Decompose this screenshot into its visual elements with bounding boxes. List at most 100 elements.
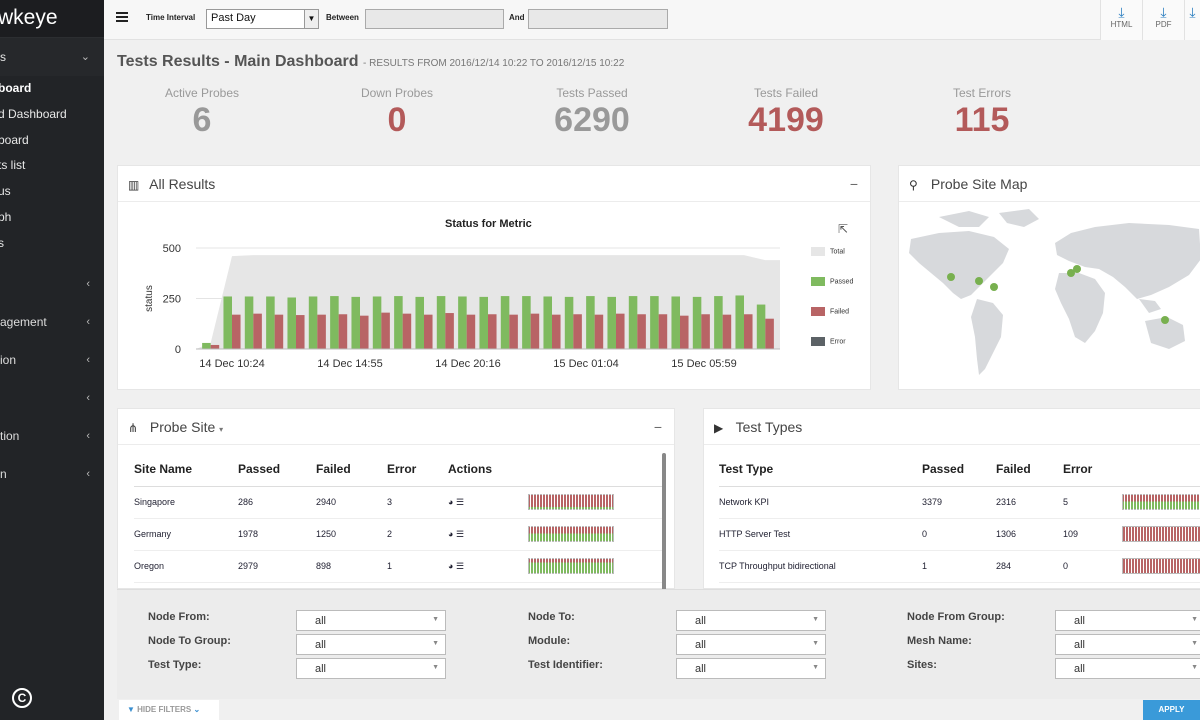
sidebar-item-results-list[interactable]: ts list: [0, 158, 26, 173]
filter-label-module: Module:: [528, 635, 571, 647]
table-row[interactable]: Network KPI 3379 2316 5: [719, 486, 1200, 519]
test-identifier-select[interactable]: all ▼: [676, 658, 826, 679]
column-header-failed[interactable]: Failed: [996, 452, 1063, 487]
sidebar-item-dashboard[interactable]: board: [0, 81, 32, 95]
time-interval-select[interactable]: Past Day ▼: [206, 9, 319, 29]
cell-error: 2: [387, 518, 448, 551]
page-title: Tests Results - Main Dashboard - RESULTS…: [117, 53, 625, 70]
sidebar-group-ion[interactable]: ion ‹: [0, 341, 104, 379]
table-header-row: Test Type Passed Failed Error: [719, 452, 1200, 487]
bar-passed: [330, 296, 339, 349]
bar-failed: [338, 314, 348, 349]
sidebar-item-s[interactable]: s: [0, 235, 4, 250]
column-header-failed[interactable]: Failed: [316, 452, 387, 487]
between-date-input[interactable]: [365, 9, 504, 29]
filter-label-node-from-group: Node From Group:: [907, 611, 1005, 623]
chevron-down-icon: ▼: [432, 664, 439, 671]
sidebar-group-4[interactable]: ‹: [0, 379, 104, 417]
filters-panel: Node From: all ▼ Node To Group: all ▼ Test…: [117, 589, 1200, 699]
chevron-down-icon: ▼: [432, 616, 439, 623]
all-results-title: All Results: [149, 176, 216, 192]
and-date-input[interactable]: [528, 9, 668, 29]
table-row[interactable]: Germany 1978 1250 2 ◕ ☰: [134, 518, 662, 551]
node-to-select[interactable]: all ▼: [676, 610, 826, 631]
filter-label-node-to: Node To:: [528, 611, 575, 623]
sidebar-item-graph[interactable]: ph: [0, 209, 12, 224]
export-more-button[interactable]: ⤓: [1184, 0, 1200, 40]
bar-passed: [394, 296, 403, 349]
sites-select[interactable]: all ▼: [1055, 658, 1200, 679]
column-header-passed[interactable]: Passed: [922, 452, 996, 487]
pie-chart-icon[interactable]: ◕: [448, 496, 454, 507]
bar-failed: [765, 318, 774, 349]
sidebar-group-tion[interactable]: tion ‹: [0, 417, 104, 455]
cell-site[interactable]: Oregon: [134, 550, 238, 583]
sidebar-item-board[interactable]: board: [0, 132, 29, 147]
cell-site[interactable]: Singapore: [134, 486, 238, 519]
export-pdf-button[interactable]: ⤓ PDF: [1142, 0, 1184, 40]
list-icon[interactable]: ☰: [455, 496, 465, 507]
history-bar: [528, 494, 614, 510]
cell-test-type[interactable]: HTTP Server Test: [719, 518, 922, 551]
sidebar-group-management[interactable]: agement ‹: [0, 303, 104, 341]
table-row[interactable]: HTTP Server Test 0 1306 109: [719, 518, 1200, 551]
node-from-select[interactable]: all ▼: [296, 610, 446, 631]
world-map[interactable]: [899, 203, 1200, 389]
chart-export-icon[interactable]: ⇱: [838, 222, 849, 236]
pie-chart-icon[interactable]: ◕: [448, 528, 454, 539]
legend-error[interactable]: Error: [811, 337, 846, 346]
sidebar-group-1[interactable]: ‹: [0, 265, 104, 303]
collapse-icon[interactable]: −: [653, 419, 662, 435]
hide-filters-button[interactable]: ▼ HIDE FILTERS ⌄: [119, 700, 219, 720]
cell-passed: 0: [922, 518, 996, 551]
column-header-error[interactable]: Error: [387, 452, 448, 487]
kpi-test-errors: Test Errors 115: [952, 86, 1011, 139]
x-tick-label: 15 Dec 05:59: [671, 358, 736, 370]
legend-total[interactable]: Total: [811, 247, 845, 256]
cell-sparkbar: [1122, 550, 1200, 583]
column-header-test-type[interactable]: Test Type: [719, 452, 922, 487]
chevron-down-icon: ▼: [1191, 664, 1198, 671]
cell-test-type[interactable]: TCP Throughput bidirectional: [719, 550, 922, 583]
probe-site-header[interactable]: ⋔ Probe Site ▾ −: [118, 409, 674, 445]
legend-passed[interactable]: Passed: [811, 277, 853, 286]
sidebar-group-n[interactable]: n ‹: [0, 455, 104, 493]
node-to-group-select[interactable]: all ▼: [296, 634, 446, 655]
sidebar-group-dashboards[interactable]: s ⌄: [0, 38, 104, 76]
all-results-header: ▥ All Results −: [118, 166, 870, 202]
bar-failed: [424, 314, 433, 349]
module-select[interactable]: all ▼: [676, 634, 826, 655]
sidebar-item-status[interactable]: us: [0, 184, 11, 199]
bar-passed: [223, 296, 232, 349]
table-row[interactable]: TCP Throughput bidirectional 1 284 0: [719, 550, 1200, 583]
x-tick-label: 15 Dec 01:04: [553, 358, 618, 370]
export-html-button[interactable]: ⤓ HTML: [1100, 0, 1142, 40]
legend-failed[interactable]: Failed: [811, 307, 849, 316]
brand-logo[interactable]: wkeye: [0, 0, 104, 38]
node-from-group-select[interactable]: all ▼: [1055, 610, 1200, 631]
column-header-error[interactable]: Error: [1063, 452, 1122, 487]
pie-chart-icon[interactable]: ◕: [448, 560, 454, 571]
scrollbar[interactable]: [662, 453, 666, 593]
test-types-table: Test Type Passed Failed Error Network KP…: [719, 452, 1200, 583]
cell-site[interactable]: Germany: [134, 518, 238, 551]
bar-passed: [543, 296, 552, 349]
status-chart[interactable]: 0 250 500 status 14 Dec 10:24 14 Dec 14:55 14 …: [118, 203, 872, 388]
column-header-bars: [1122, 452, 1200, 487]
cell-test-type[interactable]: Network KPI: [719, 486, 922, 519]
test-type-select[interactable]: all ▼: [296, 658, 446, 679]
table-row[interactable]: Oregon 2979 898 1 ◕ ☰: [134, 550, 662, 583]
menu-toggle-icon[interactable]: [116, 12, 128, 24]
list-icon[interactable]: ☰: [455, 528, 465, 539]
bar-failed: [637, 314, 646, 349]
sidebar-item-advanced-dashboard[interactable]: d Dashboard: [0, 106, 67, 121]
collapse-icon[interactable]: −: [849, 176, 858, 192]
mesh-name-select[interactable]: all ▼: [1055, 634, 1200, 655]
cell-actions: ◕ ☰: [448, 518, 528, 551]
list-icon[interactable]: ☰: [455, 560, 465, 571]
table-row[interactable]: Singapore 286 2940 3 ◕ ☰: [134, 486, 662, 519]
column-header-site-name[interactable]: Site Name: [134, 452, 238, 487]
cell-sparkbar: [1122, 486, 1200, 519]
apply-button[interactable]: APPLY: [1143, 700, 1200, 720]
column-header-passed[interactable]: Passed: [238, 452, 316, 487]
